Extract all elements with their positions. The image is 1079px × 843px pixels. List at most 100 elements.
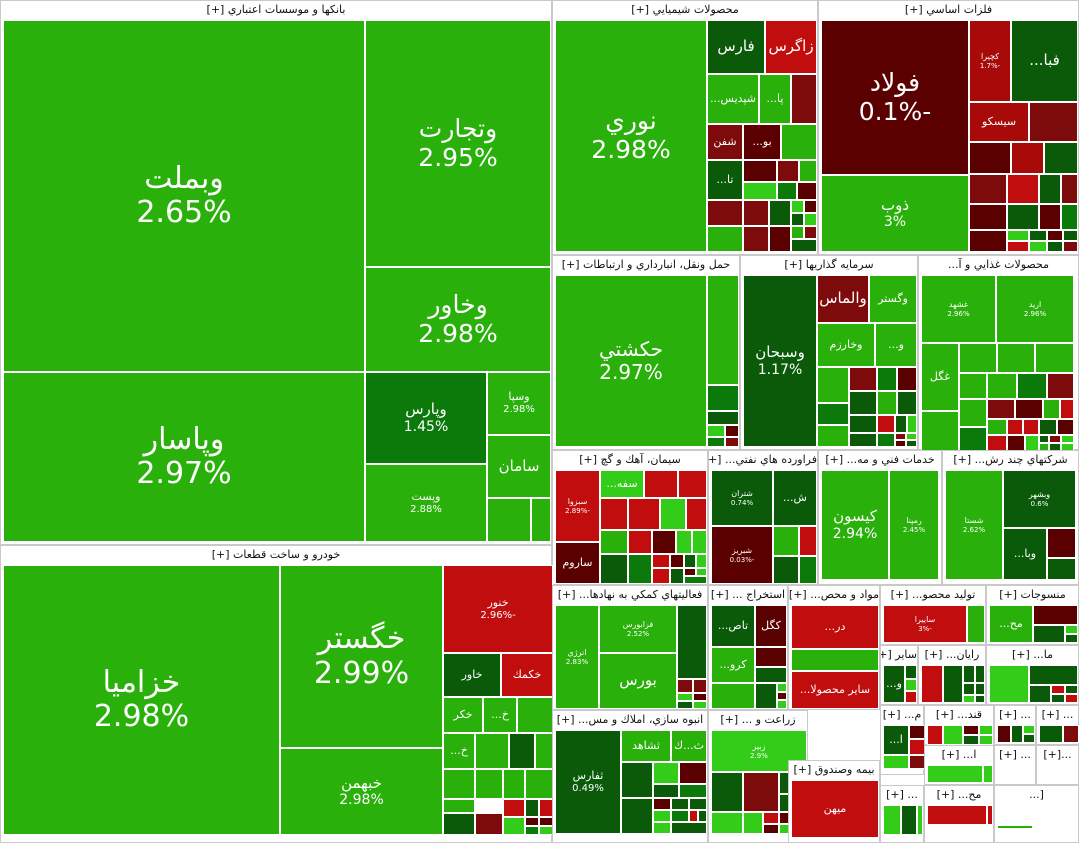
treemap-cell[interactable] — [679, 762, 707, 784]
treemap-cell[interactable] — [517, 697, 553, 733]
treemap-cell[interactable]: شستا 2.62% — [945, 470, 1003, 580]
treemap-cell[interactable] — [921, 411, 959, 451]
treemap-cell[interactable]: غگل — [921, 343, 959, 411]
sector-title[interactable]: خودرو و ساخت قطعات [+] — [1, 546, 551, 564]
treemap-cell[interactable] — [975, 683, 985, 695]
sector-title[interactable]: ... [+] — [995, 706, 1035, 724]
treemap-cell[interactable] — [921, 665, 943, 703]
treemap-cell[interactable]: و... — [875, 323, 917, 367]
treemap-cell[interactable] — [755, 683, 777, 709]
treemap-cell[interactable] — [769, 200, 791, 226]
treemap-cell[interactable] — [983, 765, 993, 783]
treemap-cell[interactable]: ذوب 3% — [821, 175, 969, 252]
treemap-cell[interactable] — [1033, 625, 1065, 643]
treemap-cell[interactable] — [670, 568, 684, 584]
treemap-cell[interactable]: ثشاهد — [621, 730, 671, 762]
treemap-cell[interactable] — [711, 812, 743, 834]
treemap-cell[interactable] — [959, 399, 987, 427]
treemap-cell[interactable] — [725, 437, 739, 447]
sector-group[interactable]: ... [+] — [1036, 705, 1079, 745]
treemap-cell[interactable] — [525, 826, 539, 835]
treemap-cell[interactable] — [897, 367, 917, 391]
treemap-cell[interactable]: وبا... — [1003, 528, 1047, 580]
sector-title[interactable]: حمل ونقل، انبارداري و ارتباطات [+] — [553, 256, 739, 274]
sector-basic-metals[interactable]: فلزات اساسي [+] فولاد -0.1% ذوب 3% كچيرا -1.7%… — [818, 0, 1079, 255]
treemap-cell[interactable] — [963, 695, 975, 703]
treemap-cell[interactable]: بورس — [599, 653, 677, 709]
treemap-cell[interactable] — [677, 693, 693, 701]
treemap-cell[interactable] — [755, 667, 787, 683]
sector-title[interactable]: سرمايه گذاريها [+] — [741, 256, 917, 274]
treemap-cell[interactable] — [653, 762, 679, 784]
treemap-cell[interactable]: خگستر 2.99% — [280, 565, 443, 748]
treemap-cell[interactable] — [509, 733, 535, 769]
treemap-cell[interactable] — [1063, 241, 1078, 252]
treemap-cell[interactable] — [475, 733, 509, 769]
sector-title[interactable]: زراعت و ... [+] — [709, 711, 807, 729]
treemap-cell[interactable]: در... — [791, 605, 879, 649]
treemap-cell[interactable] — [707, 275, 739, 385]
sector-title[interactable]: م... [+] — [881, 706, 923, 724]
treemap-cell[interactable]: وپست 2.88% — [365, 464, 487, 542]
treemap-cell[interactable] — [804, 213, 817, 226]
treemap-cell[interactable] — [1039, 419, 1057, 435]
treemap-cell[interactable]: خ... — [443, 733, 475, 769]
sector-title[interactable]: خدمات فني و مه... [+] — [819, 451, 941, 469]
treemap-cell[interactable] — [763, 824, 779, 834]
treemap-cell[interactable] — [539, 799, 553, 817]
sector-group[interactable]: ...[+] — [1036, 745, 1079, 785]
sector-group[interactable]: قند... [+] — [924, 705, 994, 745]
treemap-cell[interactable] — [743, 160, 777, 182]
treemap-cell[interactable]: نوري 2.98% — [555, 20, 707, 252]
treemap-cell[interactable] — [707, 226, 743, 252]
treemap-cell[interactable] — [711, 772, 743, 812]
treemap-cell[interactable] — [849, 391, 877, 415]
treemap-cell[interactable]: سایر محصولا... — [791, 671, 879, 709]
sector-aux-institutions[interactable]: فعاليتهاي كمكي به نهادها... [+] انرژي 2.83… — [552, 585, 708, 710]
treemap-cell[interactable] — [1047, 241, 1063, 252]
treemap-cell[interactable] — [975, 695, 985, 703]
treemap-cell[interactable] — [525, 817, 539, 826]
treemap-cell[interactable] — [692, 530, 707, 554]
sector-group[interactable]: ... [+] — [994, 705, 1036, 745]
treemap-cell[interactable] — [686, 498, 707, 530]
treemap-cell[interactable] — [817, 425, 849, 447]
treemap-cell[interactable] — [539, 826, 553, 835]
sector-textiles[interactable]: منسوجات [+] مح... — [986, 585, 1079, 645]
treemap-cell[interactable] — [1023, 419, 1039, 435]
treemap-cell[interactable] — [1051, 685, 1065, 694]
treemap-cell[interactable] — [1007, 204, 1039, 230]
treemap-cell[interactable] — [791, 213, 804, 226]
sector-title[interactable]: مواد و محص... [+] — [789, 586, 879, 604]
treemap-cell[interactable] — [696, 554, 707, 568]
treemap-cell[interactable] — [684, 568, 696, 576]
treemap-cell[interactable] — [907, 415, 917, 433]
treemap-cell[interactable] — [1061, 435, 1074, 443]
sector-transport[interactable]: حمل ونقل، انبارداري و ارتباطات [+] حكشتي 2… — [552, 255, 740, 450]
sector-mining[interactable]: استخراج ... [+] تاص... كگل كرو... — [708, 585, 788, 710]
sector-title[interactable]: محصولات غذايي و آ... — [919, 256, 1078, 274]
sector-materials[interactable]: مواد و محص... [+] در... سایر محصولا... — [788, 585, 880, 710]
treemap-cell[interactable]: وسبحان 1.17% — [743, 275, 817, 447]
treemap-cell[interactable] — [883, 755, 909, 769]
treemap-cell[interactable] — [909, 739, 925, 755]
sector-agriculture[interactable]: زراعت و ... [+] زبير 2.9% — [708, 710, 808, 843]
sector-title[interactable]: مح... [+] — [925, 786, 993, 804]
treemap-cell[interactable] — [531, 498, 551, 542]
treemap-cell[interactable] — [1047, 230, 1063, 241]
treemap-cell[interactable] — [997, 343, 1035, 373]
sector-title[interactable]: فلزات اساسي [+] — [819, 1, 1078, 19]
treemap-cell[interactable] — [997, 825, 1033, 829]
treemap-cell[interactable] — [693, 679, 707, 693]
sector-title[interactable]: شركتهاي چند رش... [+] — [943, 451, 1078, 469]
treemap-cell[interactable]: خكر — [443, 697, 483, 733]
sector-title[interactable]: سيمان، آهك و گچ [+] — [553, 451, 707, 469]
treemap-cell[interactable] — [652, 530, 676, 554]
treemap-cell[interactable]: تا... — [707, 160, 743, 200]
sector-chemicals[interactable]: محصولات شيميايي [+] نوري 2.98% فارس زاگرس شپد… — [552, 0, 818, 255]
treemap-cell[interactable] — [877, 415, 895, 433]
sector-banks[interactable]: بانکها و موسسات اعتباري [+] وبملت 2.65% وپا… — [0, 0, 552, 545]
sector-group[interactable]: مح... [+] — [924, 785, 994, 843]
sector-conglomerates[interactable]: شركتهاي چند رش... [+] شستا 2.62% وبشهر 0.6% و… — [942, 450, 1079, 585]
treemap-cell[interactable] — [1029, 102, 1078, 142]
